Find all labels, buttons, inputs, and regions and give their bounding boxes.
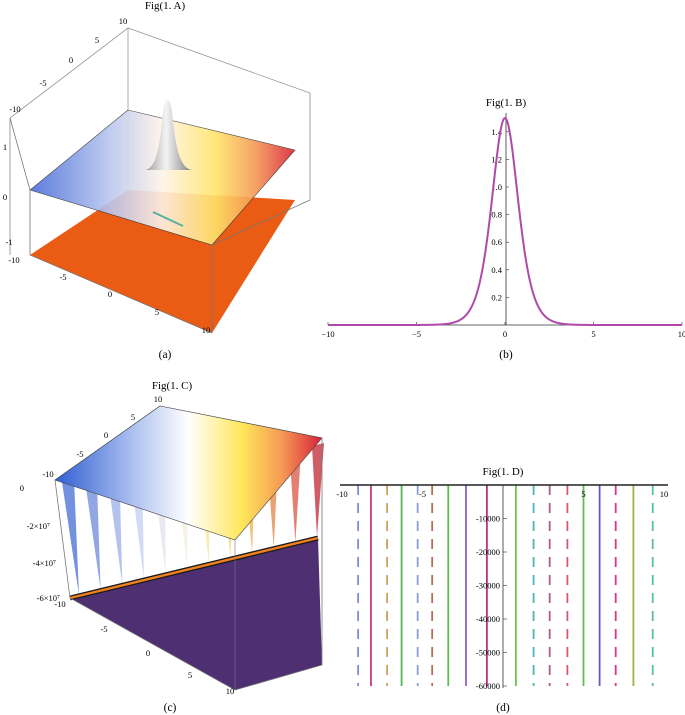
- panel-a-y-ticks: -10 -5 0 5 10: [9, 16, 127, 114]
- panel-c-y-tick: 0: [104, 430, 108, 440]
- panel-c-x-tick: -10: [54, 599, 65, 609]
- panel-c-ridge-line: [69, 536, 319, 600]
- panel-a-y-tick: -10: [9, 104, 20, 114]
- panel-c-floor-plane: [70, 538, 322, 690]
- panel-d-x-ticks: -10 -5 5 10: [336, 489, 668, 499]
- panel-d-series: [357, 485, 654, 686]
- panel-d-y-ticks: -10000 -20000 -30000 -40000 -50000 -60000: [476, 514, 507, 691]
- panel-b-y-tick: 0.6: [491, 237, 502, 247]
- panel-b-x-tick: 0: [503, 329, 507, 339]
- panel-a-y-tick: 10: [119, 16, 128, 26]
- panel-c-x-tick: 10: [226, 686, 235, 696]
- panel-a-y-tick: -5: [39, 78, 46, 88]
- panel-c-sheet: [62, 479, 79, 595]
- panel-b-y-tick: 0.2: [491, 292, 502, 302]
- panel-b-y-tick: 0.4: [491, 265, 502, 275]
- panel-c-x-tick: -5: [100, 624, 107, 634]
- panel-b-x-tick: 5: [591, 329, 595, 339]
- panel-d-y-tick: -10000: [476, 514, 500, 524]
- panel-a-title: Fig(1. A): [145, 0, 186, 12]
- panel-b-x-tick: −5: [412, 329, 421, 339]
- panel-c-y-tick: -5: [76, 449, 83, 459]
- panel-a-z-tick: 0: [3, 192, 7, 202]
- panel-a-front-frame: [9, 117, 213, 334]
- panel-c-x-ticks: -10 -5 0 5 10: [54, 599, 234, 696]
- panel-a-x-tick: -5: [59, 272, 66, 282]
- panel-b-title: Fig(1. B): [486, 97, 527, 109]
- panel-c-x-tick: 5: [188, 670, 192, 680]
- panel-a-contour-mark: [152, 211, 184, 227]
- panel-a-z-tick: -1: [5, 237, 12, 247]
- panel-c-z-ticks: 0 -2×10⁷ -4×10⁷ -6×10⁷: [20, 483, 60, 603]
- panel-a-caption: (a): [159, 349, 172, 361]
- panel-d-y-tick: -40000: [476, 614, 500, 624]
- panel-c-sheet: [312, 443, 324, 537]
- panel-c-z-tick: -6×10⁷: [37, 593, 60, 603]
- panel-c-caption: (c): [164, 702, 177, 714]
- panel-d-x-tick: -10: [336, 489, 347, 499]
- panel-c: Fig(1. C) -10 -5 0 5 10 10 5 0 -5 -10 0: [20, 380, 324, 714]
- panel-b-x-tick: 10: [678, 329, 685, 339]
- panel-a-y-tick: 0: [69, 55, 73, 65]
- panel-d-x-tick: 5: [581, 489, 585, 499]
- panel-a-back-edges: [9, 27, 311, 119]
- panel-a-x-tick: 0: [108, 289, 112, 299]
- panel-a-z-tick: 1: [3, 142, 7, 152]
- panel-d-y-tick: -20000: [476, 547, 500, 557]
- panel-b-curve: [328, 116, 682, 326]
- panel-c-sheet: [84, 475, 101, 590]
- panel-a-x-tick: -10: [8, 255, 19, 265]
- panel-d-y-tick: -30000: [476, 581, 500, 591]
- panel-d-y-tick: -60000: [476, 681, 500, 691]
- panel-d-title: Fig(1. D): [483, 466, 524, 478]
- panel-c-z-tick: -4×10⁷: [33, 558, 56, 568]
- panel-c-y-tick: 5: [131, 412, 135, 422]
- panel-d: Fig(1. D) -10 -5 5 10 -10000 -20000 -30000 -40…: [336, 466, 668, 714]
- panel-a-z-ticks: 1 0 -1: [3, 142, 13, 247]
- panel-c-title: Fig(1. C): [152, 380, 193, 392]
- panel-c-z-tick: 0: [20, 483, 24, 493]
- panel-a-y-tick: 5: [95, 35, 99, 45]
- panel-c-z-tick: -2×10⁷: [27, 521, 50, 531]
- panel-d-y-tick: -50000: [476, 648, 500, 658]
- panel-c-y-ticks: 10 5 0 -5 -10: [42, 394, 162, 479]
- panel-a-x-tick: 10: [202, 325, 211, 335]
- panel-d-x-tick: 10: [660, 489, 669, 499]
- panel-b-caption: (b): [499, 349, 513, 361]
- panel-b-y-tick: 1.0: [491, 182, 502, 192]
- panel-a-peak: [145, 100, 192, 170]
- panel-b-y-tick: 0.8: [491, 210, 502, 220]
- panel-a-x-tick: 5: [155, 307, 159, 317]
- panel-a-front-right: [211, 199, 311, 246]
- panel-c-y-tick: -10: [42, 469, 53, 479]
- panel-a: Fig(1. A) -10 -5 0 5 10 -10 -5 0 5 10: [3, 0, 311, 361]
- panel-c-y-tick: 10: [154, 394, 163, 404]
- panel-d-x-tick: -5: [419, 489, 426, 499]
- panel-d-caption: (d): [496, 702, 510, 714]
- panel-a-x-ticks: -10 -5 0 5 10: [8, 255, 210, 335]
- panel-b-x-tick: −10: [321, 329, 334, 339]
- panel-b: Fig(1. B) −10 −5 0 5 10 0.20.40.60.81.01.21.…: [321, 97, 685, 361]
- panel-b-y-tick: 1.4: [491, 127, 502, 137]
- panel-c-x-tick: 0: [146, 648, 150, 658]
